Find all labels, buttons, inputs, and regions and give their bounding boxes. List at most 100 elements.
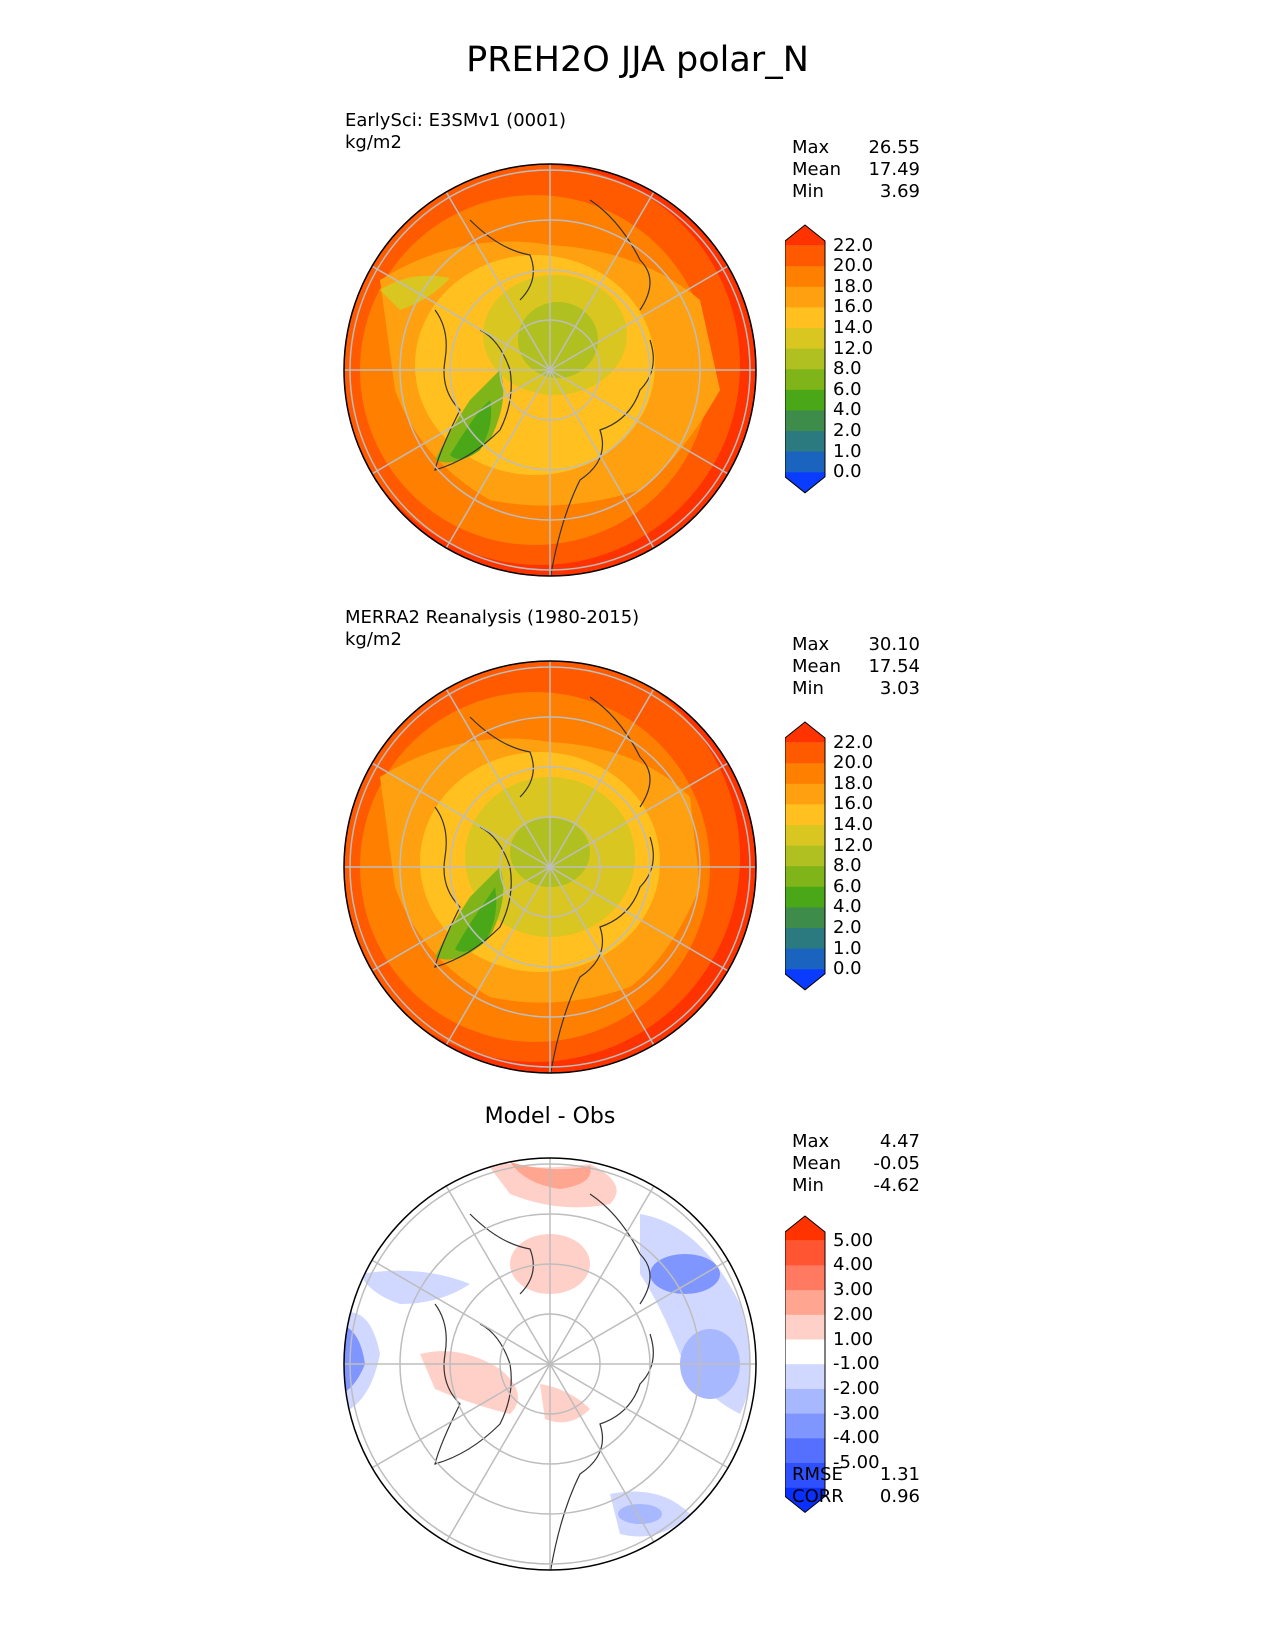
colorbar-svg [785,1215,826,1514]
stat-min: Min 3.03 [792,678,920,699]
stat-min: Min 3.69 [792,181,920,202]
colorbar-swatch [785,1438,825,1464]
colorbar-swatch [785,907,825,929]
panel-test-units: kg/m2 [345,132,402,153]
colorbar-tick-label: 20.0 [833,255,874,277]
colorbar-swatch [785,348,825,370]
panel-reference-title-line1: MERRA2 Reanalysis (1980-2015) [345,607,640,628]
panel-reference: MERRA2 Reanalysis (1980-2015) kg/m2 [0,597,1275,1097]
colorbar-tick-label: -4.00 [833,1427,880,1449]
colorbar-swatch [785,431,825,453]
colorbar-swatch [785,1413,825,1439]
colorbar-tick-label: 18.0 [833,275,874,297]
colorbar-tick-label: 4.0 [833,896,862,918]
colorbar-swatch [785,410,825,432]
colorbar-tick-label: 16.0 [833,793,874,815]
colorbar-tick-label: 1.0 [833,440,862,462]
colorbar-swatch [785,763,825,785]
colorbar-tick-label: 12.0 [833,834,874,856]
colorbar-tick-label: 18.0 [833,772,874,794]
panel-test: EarlySci: E3SMv1 (0001) kg/m2 [0,100,1275,600]
colorbar-tick-label: 5.00 [833,1229,874,1251]
panel-reference-title: MERRA2 Reanalysis (1980-2015) kg/m2 [345,607,639,651]
colorbar-swatch [785,1216,825,1241]
panel-test-stats: Max 26.55 Mean 17.49 Min 3.69 [792,137,920,203]
panel-reference-units: kg/m2 [345,629,402,650]
stat-mean: Mean -0.05 [792,1153,920,1174]
panel-difference-metrics: RMSE 1.31 CORR 0.96 [792,1464,920,1508]
colorbar-tick-label: -3.00 [833,1402,880,1424]
colorbar-tick-label: 4.00 [833,1254,874,1276]
colorbar-swatch [785,804,825,826]
colorbar-swatch [785,886,825,908]
colorbar-outline [785,721,826,991]
colorbar-swatch [785,1240,825,1266]
colorbar-tick-label: 22.0 [833,731,874,753]
colorbar-swatch [785,928,825,950]
colorbar-tick-label: 14.0 [833,814,874,835]
colorbar-tick-label: -2.00 [833,1377,880,1399]
colorbar-tick-label: 20.0 [833,752,874,774]
colorbar-tick-label: 4.0 [833,399,862,421]
panel-reference-stats: Max 30.10 Mean 17.54 Min 3.03 [792,634,920,700]
metric-corr: CORR 0.96 [792,1486,920,1507]
colorbar-tick-label: 12.0 [833,337,874,359]
polar-map-reference [343,660,757,1074]
stat-max: Max 4.47 [792,1131,920,1152]
colorbar-swatch [785,328,825,350]
colorbar-swatch [785,307,825,329]
polar-map-difference [343,1157,757,1571]
stat-max: Max 30.10 [792,634,920,655]
stat-min: Min -4.62 [792,1175,920,1196]
page-title: PREH2O JJA polar_N [466,40,809,80]
metric-rmse: RMSE 1.31 [792,1464,920,1485]
colorbar-tick-label: 2.00 [833,1303,874,1325]
colorbar-tick-label: 22.0 [833,234,874,256]
colorbar-swatch [785,1364,825,1390]
stat-mean: Mean 17.54 [792,656,920,677]
colorbar-swatch [785,225,825,246]
colorbar-swatch [785,369,825,391]
colorbar-swatch [785,1265,825,1291]
colorbar-tick-label: 0.0 [833,461,862,483]
colorbar-tick-label: 2.0 [833,420,862,441]
colorbar-tick-label: -5.00 [833,1452,880,1473]
panel-difference-title: Model - Obs [484,1104,616,1129]
colorbar-swatch [785,969,825,990]
colorbar-swatch [785,245,825,267]
colorbar-tick-label: 8.0 [833,358,862,380]
stat-max: Max 26.55 [792,137,920,158]
colorbar-tick-label: 2.0 [833,917,862,938]
colorbar-swatch [785,389,825,411]
colorbar-swatch [785,1339,825,1365]
colorbar-tick-label: -1.00 [833,1353,880,1375]
colorbar-swatch [785,866,825,888]
colorbar-svg [785,721,826,991]
colorbar-swatch [785,722,825,743]
colorbar-tick-label: 6.0 [833,378,862,400]
colorbar-swatch [785,1487,825,1513]
colorbar-swatch [785,1463,825,1489]
colorbar-swatch [785,1314,825,1340]
colorbar-swatch [785,266,825,288]
panel-difference-stats: Max 4.47 Mean -0.05 Min -4.62 [792,1131,920,1197]
stat-mean: Mean 17.49 [792,159,920,180]
colorbar-tick-label: 1.0 [833,937,862,959]
colorbar-swatch [785,451,825,473]
colorbar-tick-label: 1.00 [833,1328,874,1350]
panel-test-title: EarlySci: E3SMv1 (0001) kg/m2 [345,110,566,154]
colorbar-tick-label: 0.0 [833,958,862,980]
colorbar-swatch [785,845,825,867]
colorbar-tick-label: 3.00 [833,1279,874,1301]
panel-test-title-line1: EarlySci: E3SMv1 (0001) [345,110,567,131]
colorbar-tick-label: 6.0 [833,875,862,897]
colorbar-swatch [785,286,825,308]
colorbar-swatch [785,1388,825,1415]
colorbar-svg [785,224,826,494]
colorbar-swatch [785,742,825,764]
colorbar-tick-label: 16.0 [833,296,874,318]
panel-difference: Model - Obs [0,1094,1275,1594]
colorbar-swatch [785,1290,825,1316]
polar-map-test [343,163,757,577]
colorbar-tick-label: 8.0 [833,855,862,877]
